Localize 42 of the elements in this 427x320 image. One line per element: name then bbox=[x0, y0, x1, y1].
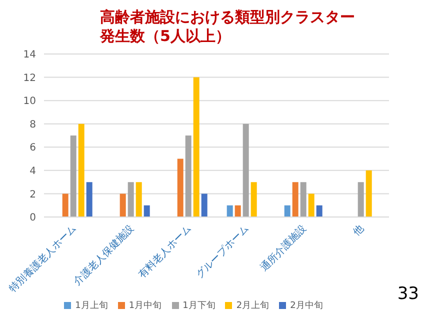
y-tick-label: 12 bbox=[23, 72, 36, 84]
chart-title: 高齢者施設における類型別クラスター発生数（5人以上） bbox=[100, 8, 356, 46]
bar bbox=[128, 182, 134, 217]
bar bbox=[284, 205, 290, 217]
y-tick-label: 0 bbox=[30, 212, 36, 224]
legend-label: 1月下旬 bbox=[182, 301, 216, 311]
bar bbox=[300, 182, 306, 217]
bar bbox=[234, 205, 241, 217]
bar bbox=[292, 182, 298, 217]
bar bbox=[250, 182, 257, 217]
bar bbox=[308, 194, 314, 217]
bar bbox=[144, 205, 150, 217]
x-tick-label: 他 bbox=[350, 222, 366, 238]
y-tick-label: 8 bbox=[30, 119, 36, 130]
legend-label: 2月中旬 bbox=[290, 301, 323, 311]
bar bbox=[177, 158, 184, 217]
x-tick-label: 通所介護施設 bbox=[258, 222, 309, 274]
legend-label: 1月上旬 bbox=[75, 301, 108, 311]
y-tick-label: 2 bbox=[30, 189, 36, 200]
legend-label: 2月上旬 bbox=[236, 301, 270, 311]
bar bbox=[193, 77, 200, 217]
bar bbox=[86, 182, 92, 217]
y-tick-label: 14 bbox=[23, 50, 36, 61]
x-tick-label: 有料老人ホーム bbox=[136, 222, 194, 281]
bar bbox=[366, 170, 372, 217]
bar bbox=[226, 205, 233, 217]
x-tick-label: グループホーム bbox=[193, 222, 252, 281]
bar bbox=[242, 124, 249, 217]
bar bbox=[358, 182, 364, 217]
y-tick-label: 10 bbox=[23, 96, 36, 108]
bar bbox=[136, 182, 142, 217]
bar bbox=[316, 205, 322, 217]
bar bbox=[185, 136, 192, 217]
y-tick-label: 4 bbox=[30, 166, 36, 177]
legend-label: 1月中旬 bbox=[128, 301, 162, 311]
y-tick-label: 6 bbox=[30, 142, 36, 154]
bar bbox=[62, 194, 68, 217]
bar bbox=[120, 194, 126, 217]
text: 33 bbox=[397, 284, 419, 304]
bar bbox=[70, 136, 76, 217]
bar bbox=[78, 124, 84, 217]
bar bbox=[201, 194, 208, 217]
